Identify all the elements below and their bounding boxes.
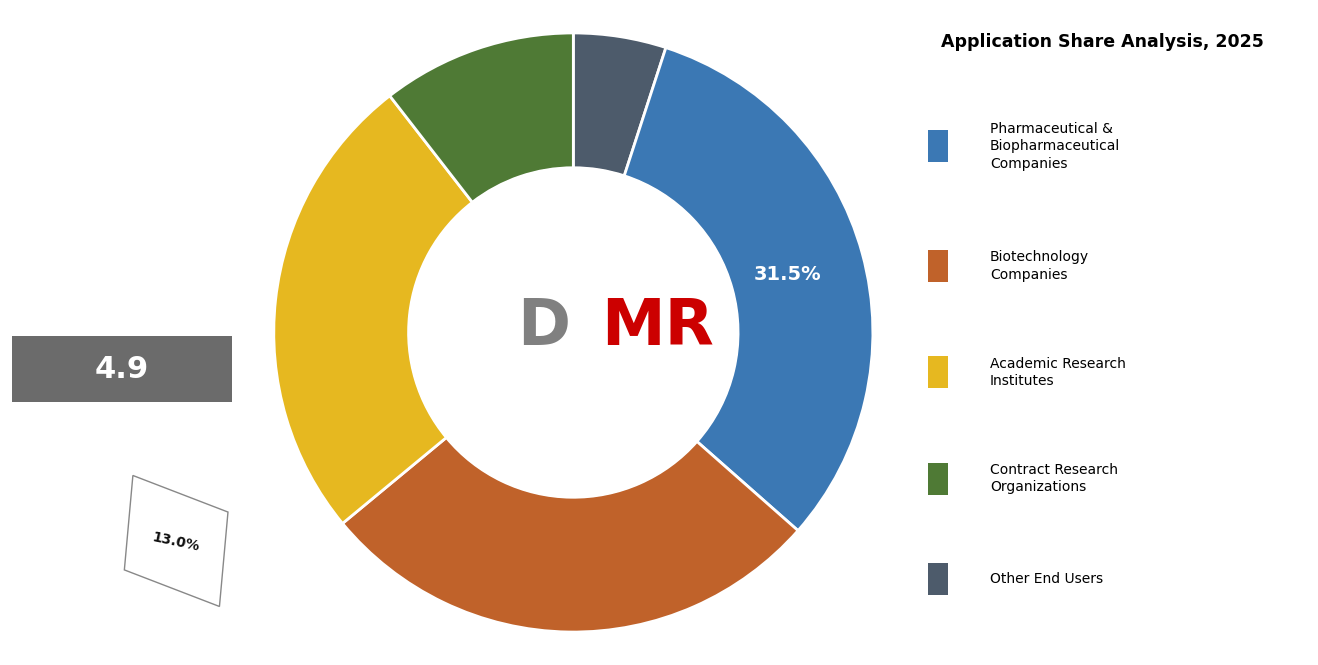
Wedge shape — [274, 96, 472, 523]
Text: Contract Research
Organizations: Contract Research Organizations — [990, 463, 1118, 495]
Wedge shape — [573, 33, 666, 176]
Text: Biotechnology
Companies: Biotechnology Companies — [990, 250, 1089, 282]
Text: 4.9: 4.9 — [95, 354, 149, 384]
FancyBboxPatch shape — [928, 356, 948, 388]
Text: Application Share Analysis, 2025: Application Share Analysis, 2025 — [941, 33, 1264, 51]
Text: Dimension
Market
Research: Dimension Market Research — [59, 66, 185, 136]
FancyBboxPatch shape — [12, 336, 232, 402]
FancyBboxPatch shape — [928, 563, 948, 595]
Polygon shape — [124, 475, 228, 606]
Text: CAGR
2025-2034: CAGR 2025-2034 — [50, 495, 120, 523]
Text: D: D — [517, 295, 569, 358]
FancyBboxPatch shape — [928, 130, 948, 162]
FancyBboxPatch shape — [928, 463, 948, 495]
Wedge shape — [625, 48, 873, 531]
Text: 31.5%: 31.5% — [754, 265, 821, 283]
Text: Other End Users: Other End Users — [990, 571, 1103, 586]
Circle shape — [409, 168, 738, 497]
Text: Pharmaceutical &
Biopharmaceutical
Companies: Pharmaceutical & Biopharmaceutical Compa… — [990, 122, 1120, 171]
Text: 13.0%: 13.0% — [150, 530, 200, 554]
Wedge shape — [343, 438, 797, 632]
Wedge shape — [390, 33, 573, 202]
Text: Global Recombinant
Proteins Market Size
(USD Billion), 2025: Global Recombinant Proteins Market Size … — [43, 246, 200, 293]
Text: MR: MR — [601, 295, 713, 358]
Text: Academic Research
Institutes: Academic Research Institutes — [990, 356, 1126, 388]
FancyBboxPatch shape — [928, 250, 948, 282]
